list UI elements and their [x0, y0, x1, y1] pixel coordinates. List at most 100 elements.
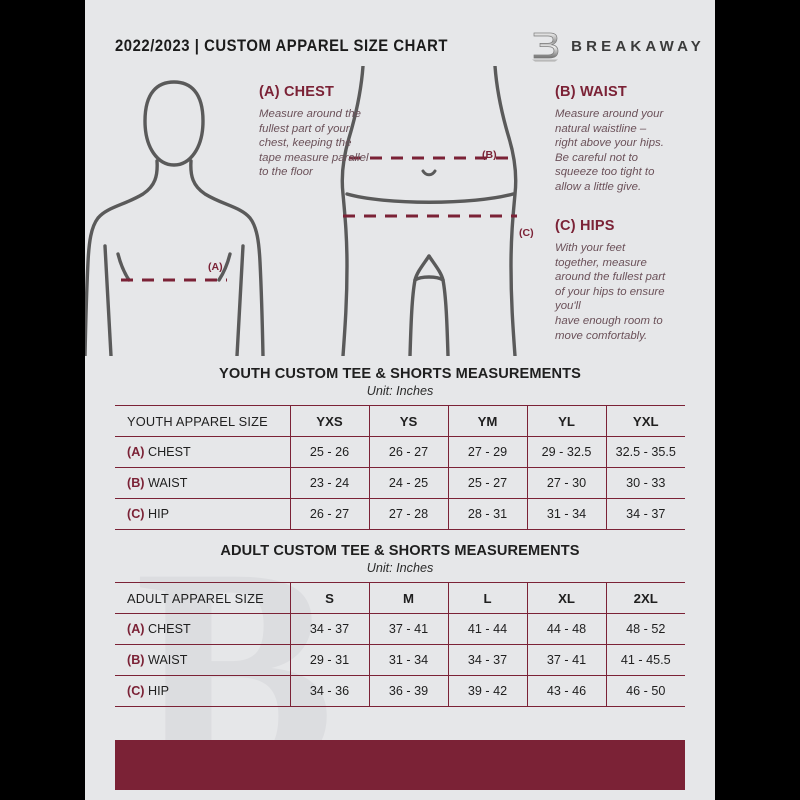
cell: 43 - 46 — [527, 675, 607, 707]
footer-accent-bar — [115, 740, 685, 790]
cell: 39 - 42 — [448, 675, 528, 707]
callout-chest: (A) CHEST Measure around the fullest par… — [259, 84, 399, 180]
youth-table-unit: Unit: Inches — [366, 384, 434, 398]
cell: 41 - 45.5 — [606, 644, 685, 676]
measurement-illustration: (A) (B) (C) (A) CHEST Measure around the… — [85, 66, 715, 356]
callout-waist-body: Measure around your natural waistline – … — [555, 108, 664, 193]
youth-size-yxl: YXL — [606, 405, 685, 437]
youth-row-label-waist: (B) WAIST — [115, 467, 291, 499]
hip-line-label: (C) — [519, 227, 534, 239]
cell: 24 - 25 — [369, 467, 449, 499]
row-name: CHEST — [144, 622, 191, 636]
cell: 30 - 33 — [606, 467, 685, 499]
cell: 48 - 52 — [606, 613, 685, 645]
adult-size-2xl: 2XL — [606, 582, 685, 614]
cell: 34 - 37 — [448, 644, 528, 676]
youth-table-title: YOUTH CUSTOM TEE & SHORTS MEASUREMENTS — [219, 366, 581, 382]
row-name: HIP — [144, 684, 169, 698]
cell: 34 - 37 — [290, 613, 370, 645]
row-name: CHEST — [144, 445, 191, 459]
youth-size-ym: YM — [448, 405, 528, 437]
row-name: WAIST — [144, 476, 188, 490]
callout-waist: (B) WAIST Measure around your natural wa… — [555, 84, 707, 195]
adult-size-table: ADULT APPAREL SIZE S M L XL 2XL (A) CHES… — [115, 582, 685, 707]
adult-table-title: ADULT CUSTOM TEE & SHORTS MEASUREMENTS — [220, 543, 580, 559]
callout-hips: (C) HIPS With your feet together, measur… — [555, 218, 707, 343]
table-row: (C) HIP 26 - 27 27 - 28 28 - 31 31 - 34 … — [115, 498, 685, 530]
row-name: HIP — [144, 507, 169, 521]
table-row: (A) CHEST 34 - 37 37 - 41 41 - 44 44 - 4… — [115, 613, 685, 645]
male-torso-outline-icon — [85, 80, 265, 356]
adult-size-l: L — [448, 582, 528, 614]
cell: 34 - 36 — [290, 675, 370, 707]
callout-chest-heading: (A) CHEST — [259, 84, 335, 100]
youth-size-ys: YS — [369, 405, 449, 437]
table-row: (B) WAIST 29 - 31 31 - 34 34 - 37 37 - 4… — [115, 644, 685, 676]
row-tag: (A) — [127, 445, 145, 459]
table-header-row: YOUTH APPAREL SIZE YXS YS YM YL YXL — [115, 405, 685, 437]
cell: 26 - 27 — [369, 436, 449, 468]
table-row: (C) HIP 34 - 36 36 - 39 39 - 42 43 - 46 … — [115, 675, 685, 707]
table-row: (A) CHEST 25 - 26 26 - 27 27 - 29 29 - 3… — [115, 436, 685, 468]
table-header-row: ADULT APPAREL SIZE S M L XL 2XL — [115, 582, 685, 614]
table-row: (B) WAIST 23 - 24 24 - 25 25 - 27 27 - 3… — [115, 467, 685, 499]
cell: 32.5 - 35.5 — [606, 436, 685, 468]
youth-size-yl: YL — [527, 405, 607, 437]
row-tag: (C) — [127, 507, 145, 521]
size-chart-page: B 2022/2023 | CUSTOM APPAREL SIZE CHART — [85, 0, 715, 800]
cell: 23 - 24 — [290, 467, 370, 499]
cell: 31 - 34 — [527, 498, 607, 530]
youth-size-table: YOUTH APPAREL SIZE YXS YS YM YL YXL (A) … — [115, 405, 685, 530]
page-header: 2022/2023 | CUSTOM APPAREL SIZE CHART — [85, 26, 715, 66]
page-title: 2022/2023 | CUSTOM APPAREL SIZE CHART — [115, 36, 449, 55]
cell: 44 - 48 — [527, 613, 607, 645]
cell: 27 - 29 — [448, 436, 528, 468]
breakaway-b-monogram-icon — [532, 32, 559, 62]
adult-row-label-chest: (A) CHEST — [115, 613, 291, 645]
adult-table-block: ADULT CUSTOM TEE & SHORTS MEASUREMENTS U… — [85, 543, 715, 707]
adult-size-xl: XL — [527, 582, 607, 614]
adult-row-label-waist: (B) WAIST — [115, 644, 291, 676]
row-tag: (A) — [127, 622, 145, 636]
adult-row-label-hip: (C) HIP — [115, 675, 291, 707]
brand-logo: BREAKAWAY — [530, 29, 705, 63]
cell: 34 - 37 — [606, 498, 685, 530]
cell: 29 - 31 — [290, 644, 370, 676]
adult-size-s: S — [290, 582, 370, 614]
adult-size-m: M — [369, 582, 449, 614]
callout-hips-body: With your feet together, measure around … — [555, 242, 666, 342]
youth-row-label-hip: (C) HIP — [115, 498, 291, 530]
row-tag: (B) — [127, 476, 145, 490]
cell: 27 - 28 — [369, 498, 449, 530]
youth-size-yxs: YXS — [290, 405, 370, 437]
male-hips-outline-icon — [340, 66, 518, 356]
cell: 37 - 41 — [527, 644, 607, 676]
callout-waist-heading: (B) WAIST — [555, 84, 627, 100]
adult-size-header: ADULT APPAREL SIZE — [115, 582, 291, 614]
row-tag: (C) — [127, 684, 145, 698]
cell: 25 - 27 — [448, 467, 528, 499]
cell: 29 - 32.5 — [527, 436, 607, 468]
cell: 27 - 30 — [527, 467, 607, 499]
cell: 31 - 34 — [369, 644, 449, 676]
cell: 26 - 27 — [290, 498, 370, 530]
brand-wordmark: BREAKAWAY — [571, 37, 705, 55]
row-name: WAIST — [144, 653, 188, 667]
youth-table-block: YOUTH CUSTOM TEE & SHORTS MEASUREMENTS U… — [85, 366, 715, 530]
cell: 37 - 41 — [369, 613, 449, 645]
callout-hips-heading: (C) HIPS — [555, 218, 615, 234]
cell: 46 - 50 — [606, 675, 685, 707]
youth-row-label-chest: (A) CHEST — [115, 436, 291, 468]
waist-line-label: (B) — [482, 149, 497, 161]
youth-size-header: YOUTH APPAREL SIZE — [115, 405, 291, 437]
cell: 36 - 39 — [369, 675, 449, 707]
callout-chest-body: Measure around the fullest part of your … — [259, 108, 369, 179]
chest-line-label: (A) — [208, 261, 223, 273]
adult-table-unit: Unit: Inches — [366, 561, 434, 575]
cell: 28 - 31 — [448, 498, 528, 530]
body-figures-svg — [85, 66, 518, 356]
row-tag: (B) — [127, 653, 145, 667]
cell: 25 - 26 — [290, 436, 370, 468]
cell: 41 - 44 — [448, 613, 528, 645]
